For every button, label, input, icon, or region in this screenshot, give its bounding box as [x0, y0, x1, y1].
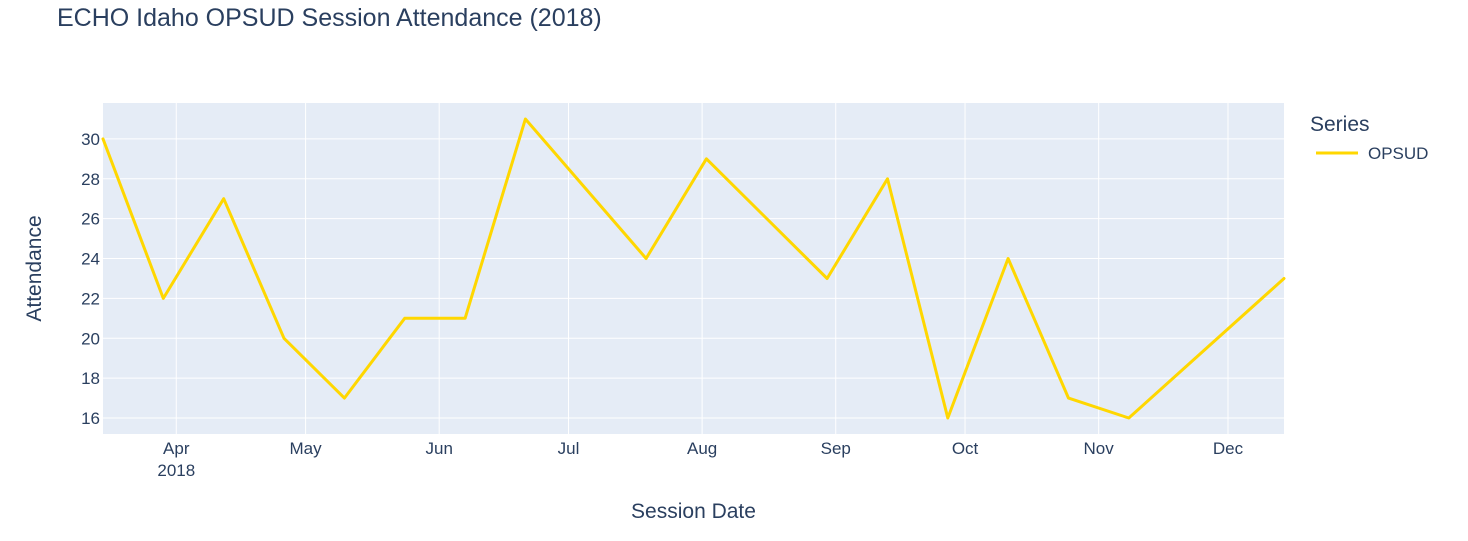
plot-background [103, 103, 1284, 434]
y-tick-label: 30 [81, 130, 100, 149]
x-axis-title: Session Date [631, 500, 756, 523]
x-gridlines [175, 103, 1229, 434]
x-tick-label: Aug [687, 439, 717, 458]
y-tick-label: 24 [81, 250, 100, 269]
y-gridlines [103, 138, 1284, 419]
x-tick-label: Nov [1084, 439, 1115, 458]
x-tick-label: Sep [821, 439, 851, 458]
y-axis-ticks: 16 18 20 22 24 26 28 30 [81, 130, 100, 428]
y-tick-label: 18 [81, 369, 100, 388]
legend-title: Series [1310, 113, 1370, 136]
x-axis-ticks: Apr 2018 May Jun Jul Aug Sep Oct Nov Dec [157, 439, 1243, 480]
y-tick-label: 26 [81, 210, 100, 229]
y-tick-label: 22 [81, 289, 100, 308]
x-tick-label: Jun [425, 439, 452, 458]
series-line-opsud [101, 117, 1286, 420]
legend-label-opsud[interactable]: OPSUD [1368, 144, 1428, 163]
x-tick-sublabel: 2018 [157, 461, 195, 480]
x-tick-label: Jul [558, 439, 580, 458]
legend[interactable]: Series OPSUD [1310, 113, 1428, 163]
y-tick-label: 28 [81, 170, 100, 189]
x-tick-label: Apr [163, 439, 190, 458]
x-tick-label: May [290, 439, 323, 458]
y-tick-label: 16 [81, 409, 100, 428]
chart-title: ECHO Idaho OPSUD Session Attendance (201… [57, 4, 602, 32]
y-axis-title: Attendance [23, 215, 46, 321]
series-layer [101, 117, 1286, 420]
y-tick-label: 20 [81, 329, 100, 348]
x-tick-label: Oct [952, 439, 979, 458]
x-tick-label: Dec [1213, 439, 1244, 458]
